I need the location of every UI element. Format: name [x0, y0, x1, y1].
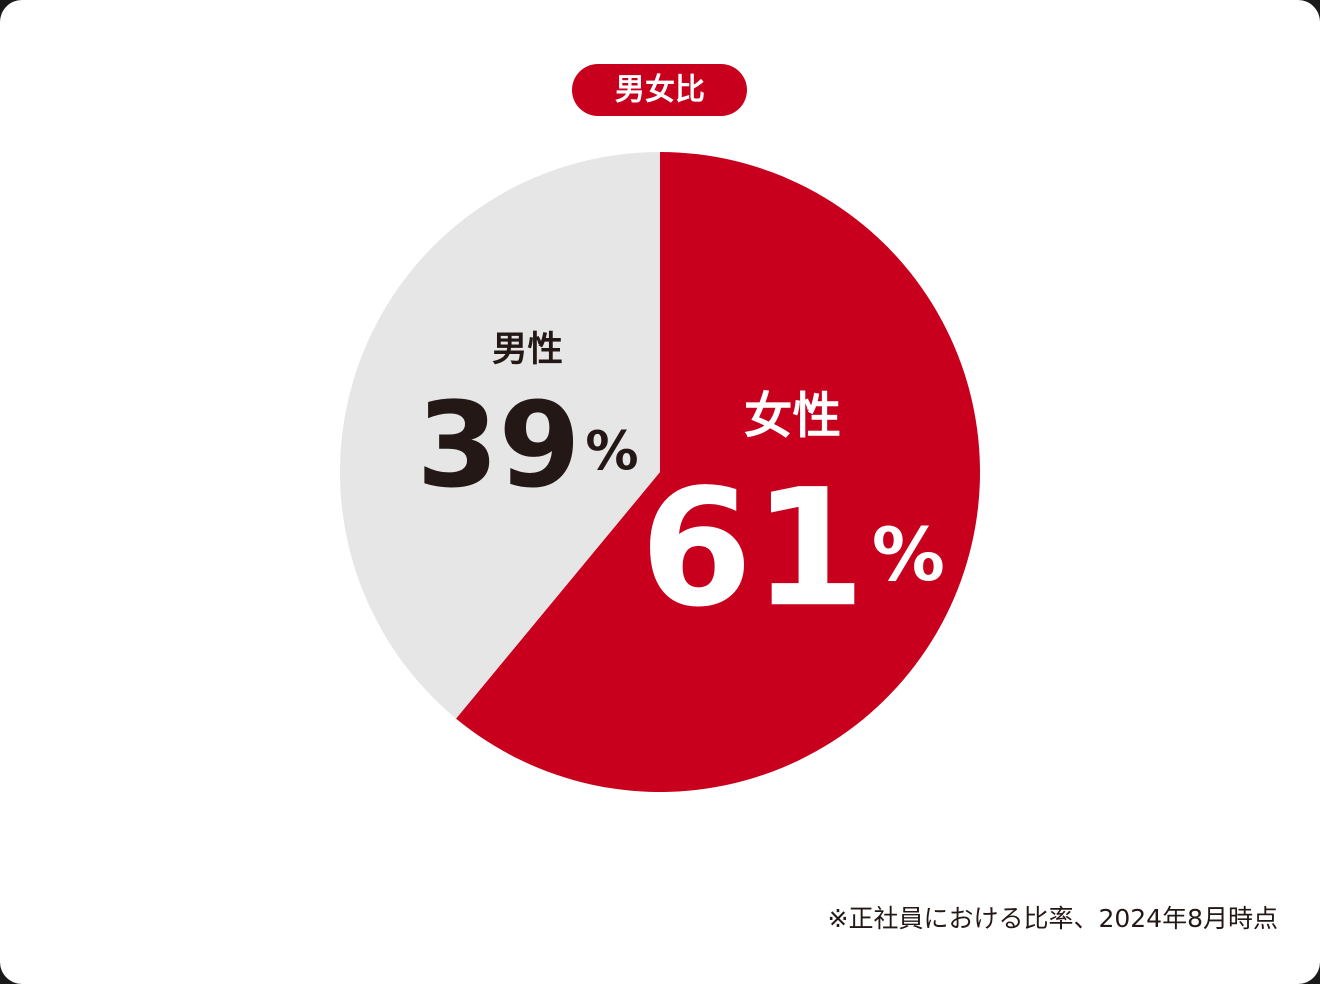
- value-label: 61%: [640, 456, 945, 644]
- slice-label: 女性: [744, 388, 841, 444]
- title-badge: [572, 64, 747, 116]
- pie-slice: [340, 151, 660, 719]
- value-label: 39%: [416, 376, 638, 514]
- slice-label: 男性: [492, 329, 563, 370]
- note: ※正社員における比率、2024年8月時点: [828, 904, 1278, 933]
- chart-title: 男女比: [615, 73, 705, 108]
- pie-slice: [456, 152, 981, 792]
